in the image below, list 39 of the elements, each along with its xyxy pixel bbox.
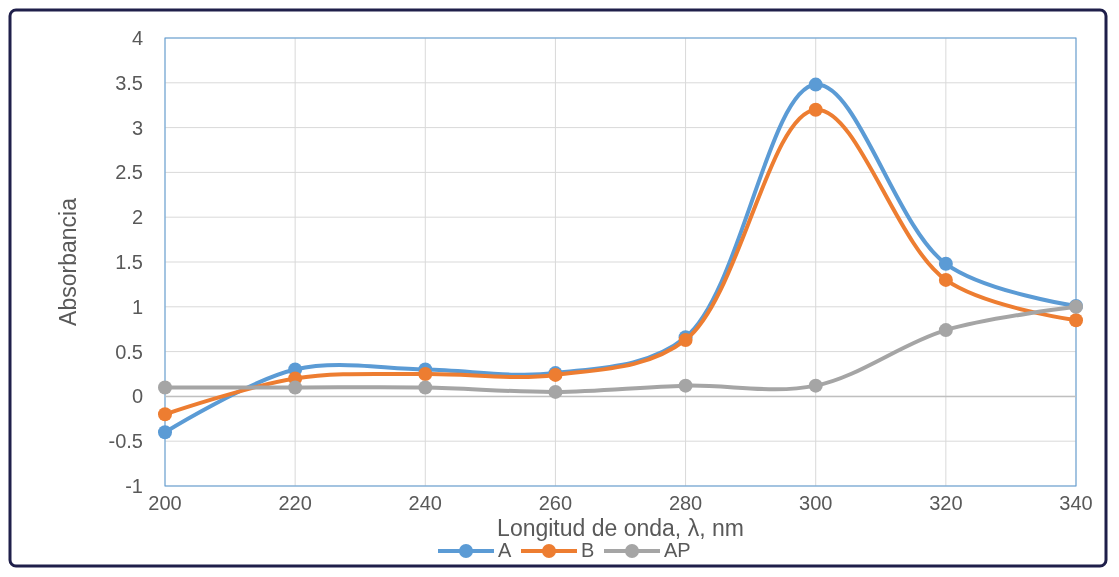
x-tick-label: 200 <box>148 492 182 514</box>
point <box>1069 313 1083 328</box>
x-tick-label: 220 <box>278 492 312 514</box>
point <box>158 380 172 395</box>
y-tick-label: 4 <box>131 27 143 49</box>
point <box>808 378 823 393</box>
point <box>808 102 823 117</box>
point <box>418 367 433 381</box>
legend-label: A <box>498 539 512 561</box>
x-tick-label: 260 <box>538 492 573 514</box>
point <box>678 378 693 393</box>
legend-label: B <box>581 539 595 561</box>
y-axis-title: Absorbancia <box>55 197 81 326</box>
x-tick-label: 280 <box>668 492 703 514</box>
x-tick-label: 300 <box>799 492 833 514</box>
point <box>288 380 303 395</box>
point <box>808 77 823 92</box>
point <box>418 380 433 395</box>
y-tick-label: 3.5 <box>115 71 143 94</box>
y-tick-label: 1.5 <box>115 251 143 273</box>
y-tick-label: -1 <box>125 475 143 497</box>
y-tick-label: 2 <box>131 206 143 229</box>
point <box>938 272 953 287</box>
y-tick-label: -0.5 <box>108 430 143 453</box>
point <box>548 384 563 399</box>
x-axis-title: Longitud de onda, λ, nm <box>497 515 744 541</box>
y-tick-label: 3 <box>131 116 143 139</box>
point <box>158 425 172 440</box>
point <box>938 323 953 338</box>
y-tick-label: 0 <box>131 385 143 408</box>
legend-label: AP <box>664 539 691 561</box>
x-tick-label: 320 <box>929 492 963 514</box>
x-tick-label: 340 <box>1059 492 1093 514</box>
y-tick-label: 0.5 <box>115 340 143 363</box>
point <box>938 256 953 271</box>
x-tick-label: 240 <box>408 492 442 514</box>
y-tick-label: 2.5 <box>115 161 143 184</box>
y-tick-label: 1 <box>131 295 143 318</box>
point <box>158 407 172 422</box>
